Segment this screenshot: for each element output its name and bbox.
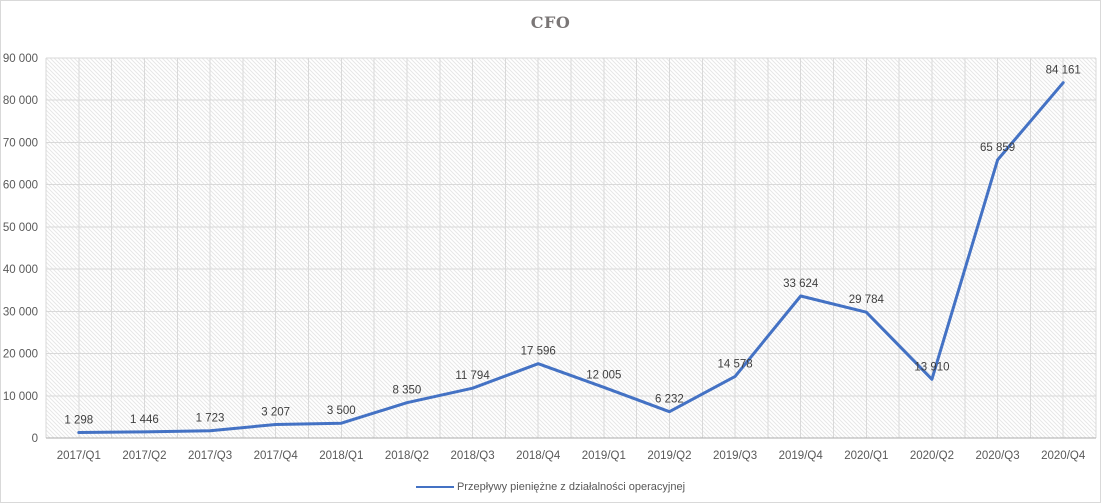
x-tick-label: 2019/Q3 — [713, 450, 757, 462]
x-tick-label: 2018/Q2 — [385, 450, 429, 462]
data-label: 13 910 — [914, 361, 949, 373]
x-tick-label: 2019/Q4 — [779, 450, 824, 462]
x-tick-label: 2019/Q2 — [647, 450, 691, 462]
data-label: 1 298 — [64, 415, 93, 427]
x-tick-label: 2017/Q4 — [254, 450, 299, 462]
series-line — [77, 81, 1065, 434]
x-tick-label: 2019/Q1 — [582, 450, 626, 462]
y-tick-label: 70 000 — [3, 137, 38, 149]
data-label: 8 350 — [393, 385, 422, 397]
data-label: 3 207 — [261, 406, 290, 418]
y-tick-label: 50 000 — [3, 222, 38, 234]
data-label: 6 232 — [655, 394, 684, 406]
y-tick-label: 20 000 — [3, 349, 38, 361]
data-label: 14 578 — [717, 358, 752, 370]
x-tick-label: 2020/Q1 — [844, 450, 888, 462]
y-tick-label: 80 000 — [3, 95, 38, 107]
y-tick-label: 10 000 — [3, 391, 38, 403]
data-label: 33 624 — [783, 278, 819, 290]
data-label: 1 446 — [130, 414, 159, 426]
x-tick-label: 2020/Q4 — [1041, 450, 1086, 462]
data-label: 12 005 — [586, 369, 621, 381]
y-tick-label: 0 — [32, 433, 38, 445]
x-tick-label: 2017/Q1 — [57, 450, 101, 462]
data-label: 3 500 — [327, 405, 356, 417]
legend-label: Przepływy pieniężne z działalności opera… — [456, 481, 686, 493]
y-tick-label: 60 000 — [3, 180, 38, 192]
data-label: 84 161 — [1046, 65, 1081, 77]
y-tick-label: 30 000 — [3, 306, 38, 318]
chart-title: CFO — [530, 13, 571, 32]
data-label: 1 723 — [196, 413, 225, 425]
x-tick-label: 2017/Q3 — [188, 450, 232, 462]
x-tick-label: 2018/Q1 — [319, 450, 363, 462]
x-tick-label: 2018/Q3 — [451, 450, 495, 462]
y-tick-label: 90 000 — [3, 53, 38, 65]
x-tick-label: 2018/Q4 — [516, 450, 561, 462]
x-tick-label: 2020/Q3 — [976, 450, 1020, 462]
data-label: 11 794 — [455, 370, 490, 382]
x-tick-label: 2020/Q2 — [910, 450, 954, 462]
data-label: 65 859 — [980, 142, 1015, 154]
legend: Przepływy pieniężne z działalności opera… — [1, 481, 1100, 493]
legend-line-swatch — [415, 486, 454, 488]
y-tick-label: 40 000 — [3, 264, 38, 276]
x-tick-label: 2017/Q2 — [122, 450, 166, 462]
data-label: 17 596 — [521, 346, 556, 358]
data-label: 29 784 — [849, 294, 885, 306]
